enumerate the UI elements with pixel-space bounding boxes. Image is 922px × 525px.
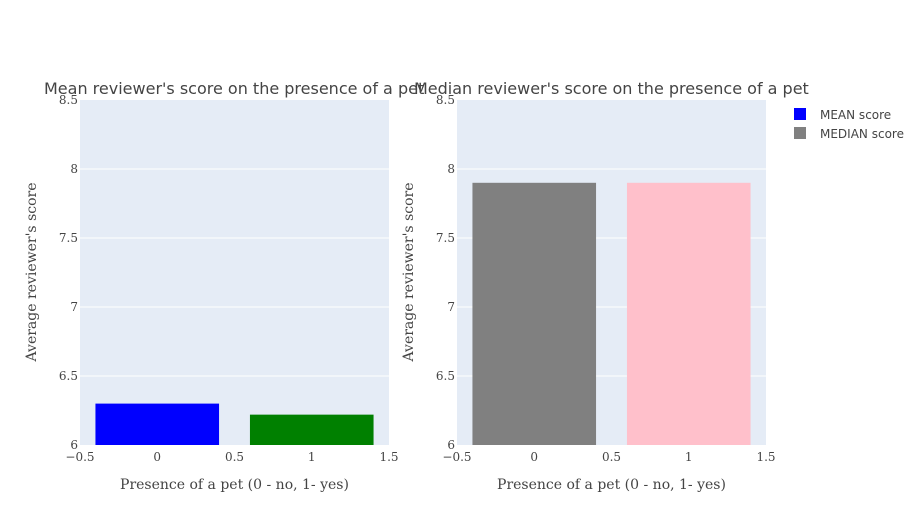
x-tick-label-mean: 1 xyxy=(308,450,316,464)
x-tick-label-mean: 0.5 xyxy=(225,450,244,464)
y-tick-label-mean: 6.5 xyxy=(59,369,78,383)
legend-item-median[interactable]: MEDIAN score xyxy=(794,127,904,141)
gridlines-mean xyxy=(80,168,389,377)
legend-swatch-median xyxy=(794,127,806,139)
y-tick-label-mean: 6 xyxy=(70,438,78,452)
chart-title-mean: Mean reviewer's score on the presence of… xyxy=(44,79,424,98)
y-tick-label-median: 7.5 xyxy=(436,231,455,245)
legend-item-mean[interactable]: MEAN score xyxy=(794,108,891,122)
legend-label-mean: MEAN score xyxy=(820,108,891,122)
x-axis-title-mean: Presence of a pet (0 - no, 1- yes) xyxy=(120,477,349,493)
y-ticks-median: 6 6.5 7 7.5 8 8.5 xyxy=(436,93,455,452)
x-ticks-mean: −0.5 0 0.5 1 1.5 xyxy=(65,450,398,464)
legend-label-median: MEDIAN score xyxy=(820,127,904,141)
y-tick-label-median: 8 xyxy=(447,162,455,176)
y-axis-title-median: Average reviewer's score xyxy=(401,183,417,363)
x-tick-label-mean: 0 xyxy=(153,450,161,464)
x-tick-label-mean: −0.5 xyxy=(65,450,94,464)
x-tick-label-mean: 1.5 xyxy=(379,450,398,464)
y-tick-label-mean: 7.5 xyxy=(59,231,78,245)
subplot-median: −0.5 0 0.5 1 1.5 6 6.5 7 7.5 8 8.5 Median reviewe… xyxy=(401,79,809,493)
y-axis-title-mean: Average reviewer's score xyxy=(24,183,40,363)
y-tick-label-mean: 8.5 xyxy=(59,93,78,107)
legend-swatch-mean xyxy=(794,108,806,120)
bars-mean xyxy=(95,403,374,445)
x-ticks-median: −0.5 0 0.5 1 1.5 xyxy=(442,450,775,464)
bars-median xyxy=(472,182,751,446)
x-tick-label-median: 0.5 xyxy=(602,450,621,464)
y-tick-label-median: 6 xyxy=(447,438,455,452)
y-tick-label-median: 6.5 xyxy=(436,369,455,383)
y-tick-label-median: 8.5 xyxy=(436,93,455,107)
y-tick-label-mean: 8 xyxy=(70,162,78,176)
y-ticks-mean: 6 6.5 7 7.5 8 8.5 xyxy=(59,93,78,452)
legend: MEAN score MEDIAN score xyxy=(794,108,904,141)
bar-mean-0[interactable] xyxy=(95,403,220,445)
x-axis-title-median: Presence of a pet (0 - no, 1- yes) xyxy=(497,477,726,493)
bar-median-0[interactable] xyxy=(472,182,597,446)
chart-title-median: Median reviewer's score on the presence … xyxy=(414,79,809,98)
x-tick-label-median: 1 xyxy=(685,450,693,464)
y-tick-label-median: 7 xyxy=(447,300,455,314)
x-tick-label-median: 0 xyxy=(530,450,538,464)
x-tick-label-median: −0.5 xyxy=(442,450,471,464)
plot-area-mean xyxy=(80,100,389,445)
subplot-mean: −0.5 0 0.5 1 1.5 6 6.5 7 7.5 8 8.5 Mean reviewer'… xyxy=(24,79,424,493)
x-tick-label-median: 1.5 xyxy=(756,450,775,464)
bar-median-1[interactable] xyxy=(626,182,751,446)
bar-mean-1[interactable] xyxy=(249,414,374,445)
y-tick-label-mean: 7 xyxy=(70,300,78,314)
